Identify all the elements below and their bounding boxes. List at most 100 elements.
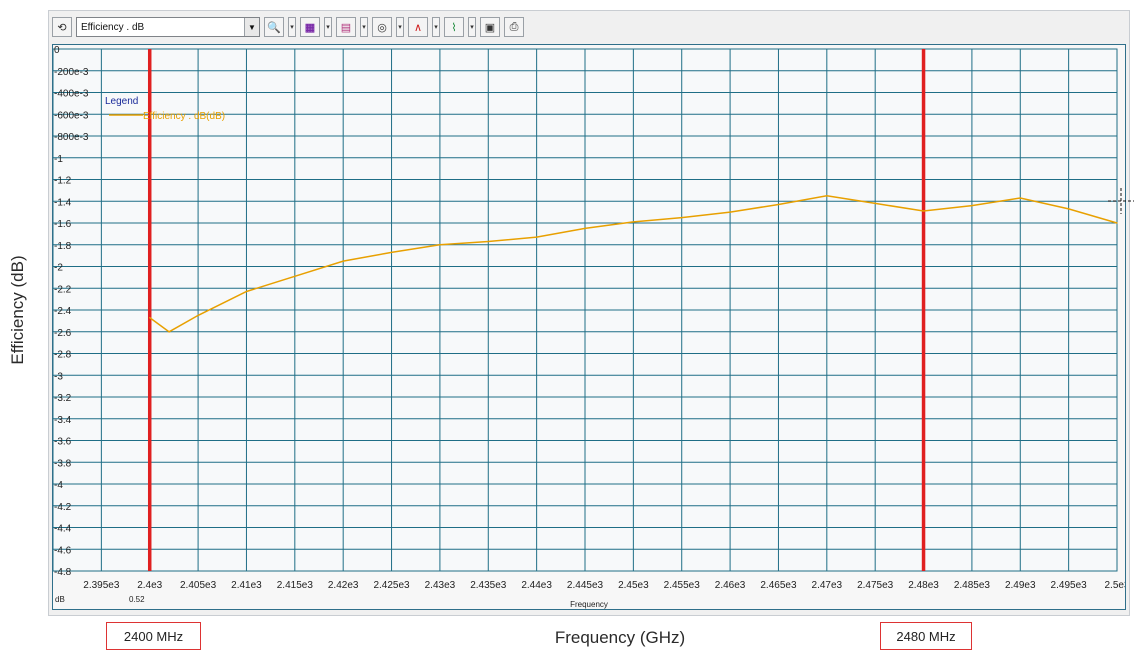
x-tick-label: 2.465e3	[760, 580, 797, 591]
y-tick-label: -1.2	[54, 176, 72, 187]
x-tick-label: 2.495e3	[1051, 580, 1088, 591]
y-tick-label: -2.4	[54, 306, 72, 317]
footer-unit: dB	[55, 595, 65, 604]
y-tick-label: -1.4	[54, 197, 72, 208]
x-tick-label: 2.45e3	[618, 580, 649, 591]
efficiency-data-point	[826, 195, 828, 197]
y-tick-label: -600e-3	[54, 110, 89, 121]
x-tick-label: 2.42e3	[328, 580, 359, 591]
efficiency-chart[interactable]: 2.395e3 2.4e3 2.405e3 2.41e3 2.415e3 2.42e3 2.…	[52, 45, 1130, 609]
efficiency-data-point	[1019, 197, 1021, 199]
x-tick-label: 2.44e3	[521, 580, 552, 591]
efficiency-data-point	[536, 236, 538, 238]
x-tick-label: 2.43e3	[425, 580, 456, 591]
reset-icon[interactable]: ⟲	[52, 17, 72, 37]
x-tick-label: 2.47e3	[812, 580, 843, 591]
y-tick-label: -4.2	[54, 502, 72, 513]
efficiency-data-point	[729, 211, 731, 213]
y-tick-label: -400e-3	[54, 89, 89, 100]
axis-icon[interactable]: ▦	[300, 17, 320, 37]
efficiency-data-point	[197, 314, 199, 317]
efficiency-data-point	[971, 205, 973, 207]
y-tick-label: -4	[54, 480, 63, 491]
y-tick-label: -2.2	[54, 284, 72, 295]
axis-dropdown[interactable]: ▾	[324, 17, 332, 37]
marker-dropdown[interactable]: ▾	[396, 17, 404, 37]
y-tick-label: -1.6	[54, 219, 72, 230]
efficiency-data-point	[922, 210, 925, 212]
y-tick-label: -4.8	[54, 567, 72, 578]
y-tick-label: -2.8	[54, 350, 72, 361]
efficiency-data-point	[294, 275, 296, 277]
efficiency-data-point	[149, 317, 151, 319]
x-tick-label: 2.5e3	[1104, 580, 1125, 591]
zoom-dropdown[interactable]: ▾	[288, 17, 296, 37]
efficiency-data-point	[584, 227, 586, 230]
y-tick-label: -3.6	[54, 437, 72, 448]
x-tick-label: 2.46e3	[715, 580, 746, 591]
marker-label-left: 2400 MHz	[106, 622, 201, 650]
y-tick-label: -3.8	[54, 458, 72, 469]
efficiency-data-point	[439, 244, 441, 246]
scale-dropdown[interactable]: ▾	[468, 17, 476, 37]
x-tick-label: 2.485e3	[954, 580, 991, 591]
y-tick-label: -2	[54, 263, 63, 274]
y-axis-title: Efficiency (dB)	[8, 255, 27, 365]
footer-value: 0.52	[129, 595, 145, 604]
marker-icon[interactable]: ◎	[372, 17, 392, 37]
y-tick-label: -3.2	[54, 393, 72, 404]
y-tick-label: -1	[54, 154, 63, 165]
y-tick-label: -800e-3	[54, 132, 89, 143]
efficiency-data-point	[874, 202, 876, 205]
efficiency-data-point	[168, 331, 170, 333]
efficiency-data-point	[487, 240, 489, 243]
legend-entry: Efficiency . dB(dB)	[143, 111, 225, 122]
toolbar: ⟲ Efficiency . dB ▼ 🔍 ▾ ▦ ▾ ▤ ▾ ◎ ▾ ∧ ▾ ⌇ ▾ ▣ …	[52, 14, 524, 40]
x-tick-label: 2.405e3	[180, 580, 217, 591]
x-tick-label: 2.4e3	[137, 580, 162, 591]
x-tick-label: 2.48e3	[908, 580, 939, 591]
footer-xname: Frequency	[570, 600, 608, 609]
x-tick-label: 2.49e3	[1005, 580, 1036, 591]
grid-icon[interactable]: ▤	[336, 17, 356, 37]
efficiency-series-line	[149, 195, 1118, 333]
chart-area[interactable]: 2.395e3 2.4e3 2.405e3 2.41e3 2.415e3 2.42e3 2.…	[52, 44, 1130, 610]
scale-icon[interactable]: ⌇	[444, 17, 464, 37]
crosshair-cursor-icon	[1108, 188, 1134, 214]
efficiency-data-point	[245, 290, 248, 293]
legend-title: Legend	[105, 96, 138, 107]
efficiency-data-point	[777, 203, 780, 206]
measurement-select[interactable]: Efficiency . dB ▼	[76, 17, 260, 37]
y-tick-label: -3.4	[54, 415, 72, 426]
grid-dropdown[interactable]: ▾	[360, 17, 368, 37]
efficiency-data-point	[681, 216, 683, 219]
copy-icon[interactable]: ▣	[480, 17, 500, 37]
print-icon[interactable]: ⎙	[504, 17, 524, 37]
chevron-down-icon[interactable]: ▼	[244, 18, 259, 36]
curve-icon[interactable]: ∧	[408, 17, 428, 37]
y-tick-label: -4.6	[54, 545, 72, 556]
x-tick-label: 2.445e3	[567, 580, 604, 591]
x-tick-label: 2.425e3	[373, 580, 410, 591]
y-tick-label: -1.8	[54, 241, 72, 252]
efficiency-data-point	[1068, 208, 1070, 210]
x-tick-label: 2.41e3	[231, 580, 262, 591]
measurement-select-value: Efficiency . dB	[81, 21, 145, 33]
y-tick-label: -3	[54, 371, 63, 382]
x-axis-title: Frequency (GHz)	[554, 628, 686, 647]
efficiency-data-point	[1116, 222, 1118, 224]
marker-label-right: 2480 MHz	[880, 622, 972, 650]
zoom-icon[interactable]: 🔍	[264, 17, 284, 37]
y-tick-label: -200e-3	[54, 67, 89, 78]
y-tick-label: -4.4	[54, 524, 72, 535]
efficiency-data-point	[342, 260, 344, 262]
y-tick-label: 0	[54, 45, 60, 56]
x-tick-label: 2.455e3	[664, 580, 701, 591]
efficiency-data-point	[632, 221, 634, 223]
curve-dropdown[interactable]: ▾	[432, 17, 440, 37]
x-tick-label: 2.435e3	[470, 580, 507, 591]
x-tick-label: 2.395e3	[83, 580, 120, 591]
x-tick-label: 2.415e3	[277, 580, 314, 591]
x-tick-label: 2.475e3	[857, 580, 894, 591]
y-tick-label: -2.6	[54, 328, 72, 339]
